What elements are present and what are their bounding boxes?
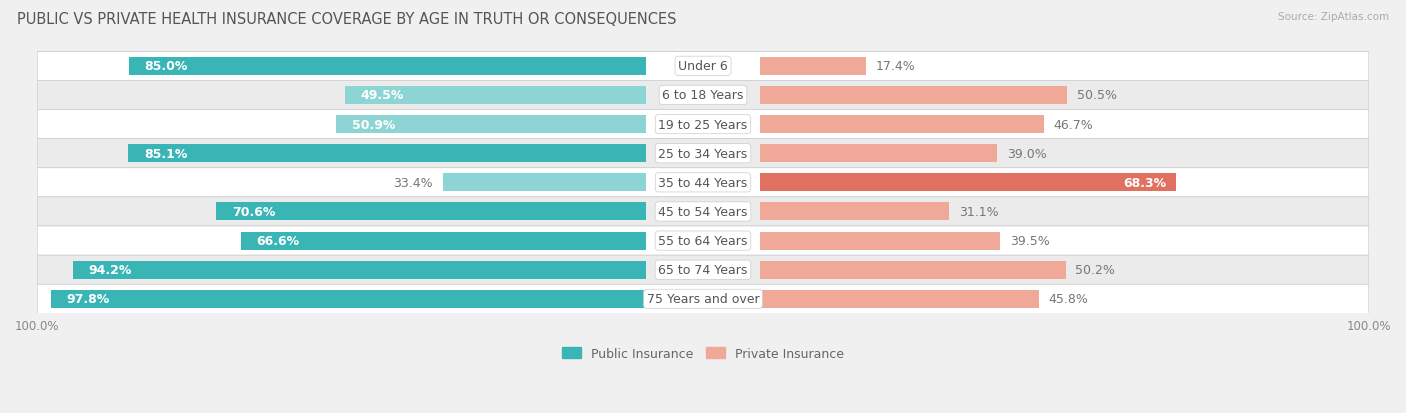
Text: 49.5%: 49.5% (360, 89, 404, 102)
Bar (761, 203, 949, 221)
FancyBboxPatch shape (37, 169, 1369, 197)
FancyBboxPatch shape (37, 197, 1369, 226)
Bar (344, 87, 645, 105)
Bar (336, 116, 645, 134)
Text: 85.0%: 85.0% (145, 60, 188, 73)
Text: 97.8%: 97.8% (66, 293, 110, 306)
Text: 33.4%: 33.4% (394, 176, 433, 190)
Bar (217, 203, 645, 221)
FancyBboxPatch shape (37, 256, 1369, 285)
Text: 45 to 54 Years: 45 to 54 Years (658, 206, 748, 218)
Bar (128, 58, 645, 76)
Text: 50.5%: 50.5% (1077, 89, 1116, 102)
Bar (761, 261, 1066, 279)
Text: 25 to 34 Years: 25 to 34 Years (658, 147, 748, 160)
Text: 55 to 64 Years: 55 to 64 Years (658, 235, 748, 247)
Bar (761, 232, 1001, 250)
Text: 66.6%: 66.6% (256, 235, 299, 247)
Text: 39.0%: 39.0% (1007, 147, 1046, 160)
Bar (761, 58, 866, 76)
Bar (240, 232, 645, 250)
FancyBboxPatch shape (37, 139, 1369, 169)
Bar (761, 145, 997, 163)
Text: 68.3%: 68.3% (1123, 176, 1167, 190)
Text: 94.2%: 94.2% (89, 263, 132, 277)
Bar (128, 145, 645, 163)
Text: 19 to 25 Years: 19 to 25 Years (658, 118, 748, 131)
Text: 17.4%: 17.4% (876, 60, 915, 73)
Text: 75 Years and over: 75 Years and over (647, 293, 759, 306)
FancyBboxPatch shape (37, 81, 1369, 110)
Text: PUBLIC VS PRIVATE HEALTH INSURANCE COVERAGE BY AGE IN TRUTH OR CONSEQUENCES: PUBLIC VS PRIVATE HEALTH INSURANCE COVER… (17, 12, 676, 27)
Legend: Public Insurance, Private Insurance: Public Insurance, Private Insurance (557, 342, 849, 365)
Bar (761, 174, 1175, 192)
Bar (761, 116, 1045, 134)
Text: 39.5%: 39.5% (1010, 235, 1050, 247)
Text: 50.2%: 50.2% (1076, 263, 1115, 277)
Text: 65 to 74 Years: 65 to 74 Years (658, 263, 748, 277)
Text: 6 to 18 Years: 6 to 18 Years (662, 89, 744, 102)
Text: Under 6: Under 6 (678, 60, 728, 73)
Text: 85.1%: 85.1% (143, 147, 187, 160)
FancyBboxPatch shape (37, 52, 1369, 81)
Bar (51, 290, 645, 308)
Bar (761, 87, 1067, 105)
Text: 50.9%: 50.9% (352, 118, 395, 131)
Text: 46.7%: 46.7% (1054, 118, 1094, 131)
Bar (761, 290, 1039, 308)
FancyBboxPatch shape (37, 110, 1369, 139)
Bar (73, 261, 645, 279)
Text: 45.8%: 45.8% (1049, 293, 1088, 306)
Text: 31.1%: 31.1% (959, 206, 998, 218)
Text: 70.6%: 70.6% (232, 206, 276, 218)
Text: 35 to 44 Years: 35 to 44 Years (658, 176, 748, 190)
Bar (443, 174, 645, 192)
FancyBboxPatch shape (37, 285, 1369, 313)
FancyBboxPatch shape (37, 226, 1369, 256)
Text: Source: ZipAtlas.com: Source: ZipAtlas.com (1278, 12, 1389, 22)
